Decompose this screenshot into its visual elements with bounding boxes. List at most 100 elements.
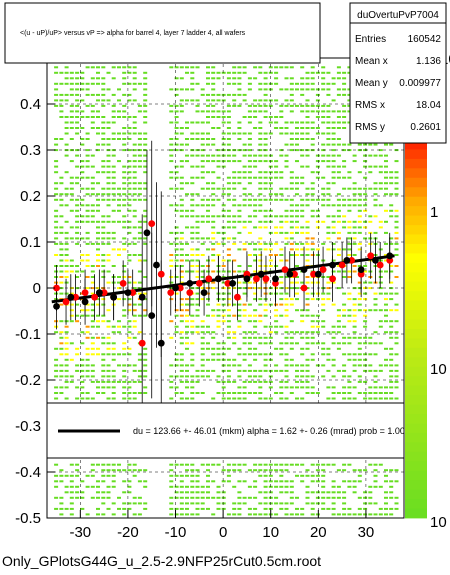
- heat-cell: [117, 209, 121, 212]
- heat-cell: [352, 154, 357, 157]
- heat-cell: [342, 353, 347, 356]
- heat-cell: [54, 281, 59, 284]
- heat-cell: [117, 463, 121, 466]
- heat-cell: [289, 502, 294, 505]
- heat-cell: [342, 220, 347, 223]
- heat-cell: [59, 496, 64, 499]
- heat-cell: [190, 298, 195, 301]
- heat-cell: [206, 121, 210, 124]
- heat-cell: [106, 270, 111, 273]
- heat-cell: [315, 220, 320, 223]
- heat-cell: [373, 303, 378, 306]
- heat-cell: [127, 276, 132, 278]
- heat-cell: [54, 182, 59, 185]
- heat-cell: [352, 358, 357, 361]
- heat-cell: [289, 99, 294, 102]
- heat-cell: [352, 231, 357, 234]
- heat-cell: [237, 121, 242, 124]
- heat-cell: [174, 496, 179, 499]
- heat-cell: [263, 469, 268, 472]
- heat-cell: [132, 198, 137, 201]
- title-box: [4, 2, 321, 64]
- heat-cell: [169, 513, 174, 516]
- heat-cell: [64, 204, 69, 207]
- heat-cell: [384, 143, 388, 146]
- heat-cell: [368, 220, 373, 223]
- heat-cell: [300, 513, 305, 516]
- heat-cell: [242, 116, 247, 118]
- heat-cell: [352, 331, 357, 334]
- heat-cell: [342, 93, 347, 96]
- heat-cell: [389, 320, 394, 323]
- heat-cell: [226, 215, 231, 218]
- heat-cell: [169, 143, 174, 146]
- heat-cell: [242, 204, 247, 207]
- heat-cell: [263, 198, 268, 201]
- heat-cell: [357, 347, 362, 350]
- heat-cell: [117, 469, 121, 472]
- heat-cell: [59, 507, 64, 510]
- heat-cell: [127, 469, 132, 472]
- heat-cell: [331, 149, 336, 152]
- heat-cell: [289, 463, 294, 466]
- heat-cell: [226, 513, 231, 516]
- heat-cell: [132, 193, 137, 196]
- heat-cell: [315, 93, 320, 96]
- heat-cell: [132, 469, 137, 472]
- heat-cell: [117, 248, 121, 251]
- heat-cell: [132, 364, 137, 367]
- heat-cell: [289, 182, 294, 185]
- heat-cell: [368, 386, 373, 389]
- heat-cell: [331, 165, 336, 168]
- heat-cell: [295, 242, 299, 245]
- heat-cell: [295, 82, 299, 85]
- heat-cell: [237, 320, 242, 323]
- heat-cell: [127, 507, 132, 510]
- heat-cell: [394, 265, 399, 267]
- heat-cell: [195, 265, 200, 267]
- heat-cell: [326, 358, 331, 361]
- heat-cell: [226, 259, 231, 262]
- heat-cell: [253, 259, 258, 262]
- heat-cell: [342, 165, 347, 168]
- heat-cell: [347, 397, 352, 400]
- heat-cell: [368, 397, 373, 400]
- heat-cell: [117, 331, 121, 334]
- heat-cell: [242, 314, 247, 317]
- heat-cell: [132, 226, 137, 229]
- heat-cell: [221, 303, 226, 306]
- heat-cell: [268, 397, 273, 400]
- heat-cell: [206, 358, 210, 361]
- heat-cell: [368, 463, 373, 466]
- heat-cell: [284, 276, 289, 278]
- heat-cell: [284, 331, 289, 334]
- heat-cell: [300, 121, 305, 124]
- heat-cell: [295, 127, 299, 129]
- heat-cell: [96, 198, 100, 201]
- heat-cell: [85, 358, 90, 361]
- heat-cell: [127, 254, 132, 256]
- heat-cell: [174, 116, 179, 118]
- heat-cell: [80, 237, 85, 240]
- heat-cell: [247, 254, 252, 256]
- heat-cell: [179, 342, 184, 345]
- heat-cell: [342, 77, 347, 80]
- heat-cell: [143, 358, 148, 361]
- heat-cell: [357, 336, 362, 339]
- heat-cell: [206, 66, 210, 69]
- heat-cell: [326, 353, 331, 356]
- heat-cell: [117, 254, 121, 256]
- heat-cell: [185, 364, 189, 367]
- heat-cell: [389, 204, 394, 207]
- heat-cell: [315, 71, 320, 74]
- heat-cell: [59, 254, 64, 256]
- heat-cell: [200, 270, 205, 273]
- heat-cell: [389, 347, 394, 350]
- heat-cell: [127, 325, 132, 328]
- heat-cell: [169, 474, 174, 477]
- heat-cell: [263, 110, 268, 113]
- heat-cell: [169, 149, 174, 152]
- heat-cell: [200, 358, 205, 361]
- heat-cell: [169, 138, 174, 140]
- heat-cell: [331, 386, 336, 389]
